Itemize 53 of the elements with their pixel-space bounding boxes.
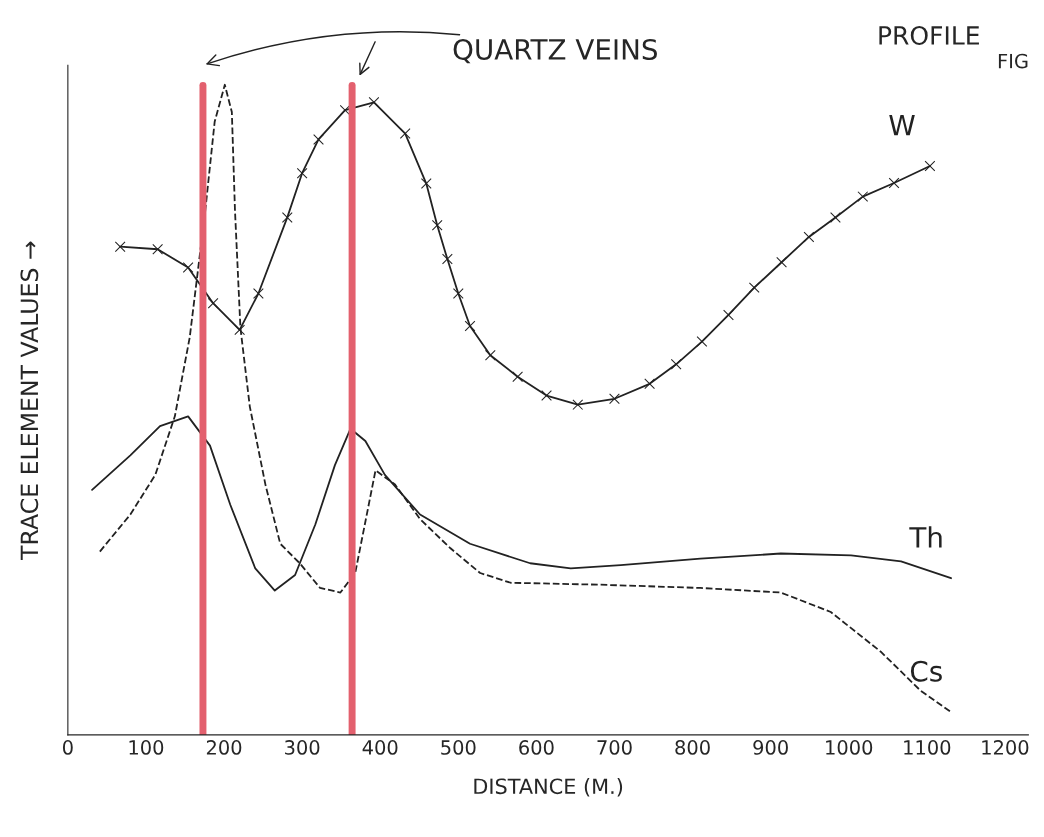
point [857,191,869,202]
x-axis-title: DISTANCE (M.) [474,778,623,797]
point [644,378,655,390]
text: QUARTZ VEINS [453,38,657,64]
chart-title: PROFILE [879,26,979,45]
point [464,320,476,332]
series-label: Cs [910,660,942,682]
point [830,212,841,223]
series-label: Th [909,526,942,548]
point [281,212,293,223]
point [776,256,787,268]
x-tick-label: 1200 [982,740,1029,755]
x-tick-label: 1000 [826,740,873,755]
chart-subtitle: FIG [998,53,1028,69]
point [452,288,464,299]
point [803,231,815,243]
point [512,371,524,383]
point [484,349,496,361]
point [696,336,708,347]
y-axis-title: TRACE ELEMENT VALUES → [20,241,39,560]
point [441,253,453,265]
point [207,297,219,309]
point [399,128,411,139]
point [572,399,584,411]
point [888,177,900,189]
point [296,167,308,179]
point [541,390,552,401]
point [924,160,936,172]
point [253,288,264,299]
x-tick-label: 600 [519,740,554,755]
x-tick-label: 100 [129,740,164,755]
series-label: W [889,115,915,136]
x-tick-label: 400 [362,740,398,755]
x-tick-label: 800 [675,740,710,755]
point [313,134,324,145]
x-tick-label: 0 [62,740,73,755]
x-tick-label: 200 [206,740,242,755]
point [152,243,164,255]
point [609,393,620,405]
point [723,309,734,321]
point [748,282,760,293]
point [368,96,380,108]
point [182,262,194,273]
point [670,358,682,370]
point [431,219,443,231]
x-tick-label: 1100 [904,740,951,755]
x-tick-label: 700 [597,740,632,755]
x-tick-label: 500 [441,740,476,755]
point [114,241,126,253]
x-tick-label: 300 [285,740,320,755]
point [420,178,432,189]
point [234,324,246,336]
x-tick-label: 900 [753,740,788,755]
